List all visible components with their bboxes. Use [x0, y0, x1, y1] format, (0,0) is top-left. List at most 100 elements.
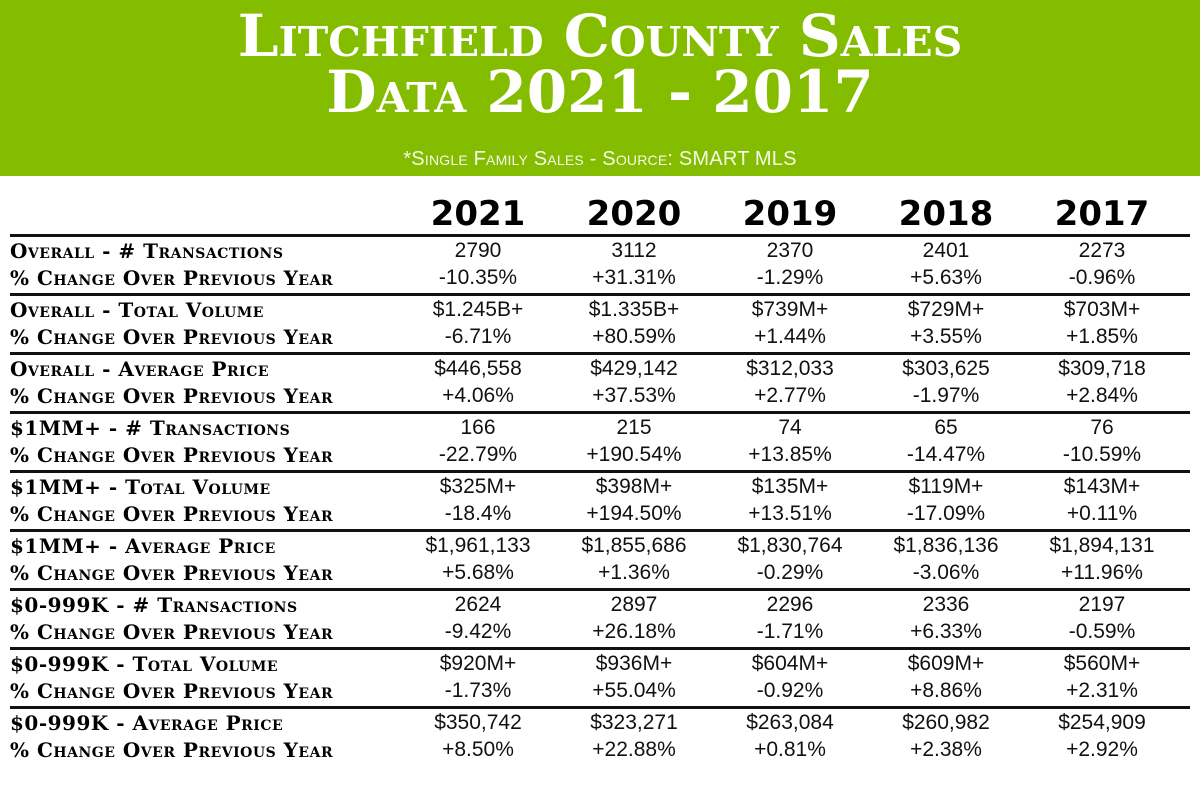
- metric-value-cell: $1,894,131: [1049, 534, 1155, 558]
- table-row-group: Overall - Average Price $446,558 $429,142 $…: [10, 352, 1190, 411]
- table-row-group: $1MM+ - Total Volume $325M+ $398M+ $135M+ $1…: [10, 470, 1190, 529]
- metric-value-cell: 2370: [766, 239, 814, 263]
- percent-change-cell: +22.88%: [592, 737, 676, 761]
- percent-change-row: % Change Over Previous Year -9.42% +26.18%…: [10, 619, 1190, 646]
- metric-value-cell: 166: [460, 416, 496, 440]
- percent-change-cell: +2.77%: [754, 383, 826, 407]
- percent-change-row: % Change Over Previous Year -1.73% +55.04%…: [10, 678, 1190, 705]
- percent-change-label: % Change Over Previous Year: [10, 442, 334, 467]
- metric-row: $0-999K - Total Volume $920M+ $936M+ $604M+…: [10, 651, 1190, 678]
- metric-value-cell: $703M+: [1063, 298, 1141, 322]
- percent-change-cell: -1.29%: [756, 265, 824, 289]
- percent-change-cell: +31.31%: [592, 265, 676, 289]
- metric-row: Overall - Average Price $446,558 $429,142 $…: [10, 356, 1190, 383]
- metric-value-cell: 2790: [454, 239, 502, 263]
- metric-value-cell: $303,625: [902, 357, 990, 381]
- metric-value-cell: 2273: [1078, 239, 1126, 263]
- metric-value-cell: $263,084: [746, 711, 834, 735]
- sales-data-table: 2021 2020 2019 2018 2017 Overall - # Tra…: [0, 176, 1200, 765]
- metric-value-cell: $1.335B+: [588, 298, 680, 322]
- page-title-line-2: Data 2021 - 2017: [326, 58, 874, 126]
- percent-change-row: % Change Over Previous Year +8.50% +22.88%…: [10, 737, 1190, 764]
- percent-change-label: % Change Over Previous Year: [10, 619, 334, 644]
- percent-change-cell: +5.68%: [442, 560, 514, 584]
- percent-change-label: % Change Over Previous Year: [10, 737, 334, 762]
- percent-change-row: % Change Over Previous Year +4.06% +37.53%…: [10, 383, 1190, 410]
- percent-change-cell: +190.54%: [586, 442, 682, 466]
- percent-change-cell: +4.06%: [442, 383, 514, 407]
- percent-change-cell: -1.71%: [756, 619, 824, 643]
- metric-value-cell: 76: [1090, 416, 1114, 440]
- metric-value-cell: $398M+: [595, 475, 673, 499]
- percent-change-cell: -17.09%: [906, 501, 986, 525]
- percent-change-cell: -14.47%: [906, 442, 986, 466]
- year-header: 2020: [586, 194, 682, 234]
- percent-change-cell: -6.71%: [444, 324, 512, 348]
- percent-change-cell: +13.51%: [748, 501, 832, 525]
- metric-row: $1MM+ - Average Price $1,961,133 $1,855,68…: [10, 533, 1190, 560]
- percent-change-cell: -0.96%: [1068, 265, 1136, 289]
- metric-label: Overall - Average Price: [10, 357, 270, 382]
- metric-row: $1MM+ - # Transactions 166 215 74 65 76: [10, 415, 1190, 442]
- percent-change-cell: +2.84%: [1066, 383, 1138, 407]
- metric-value-cell: 2296: [766, 593, 814, 617]
- percent-change-cell: +1.36%: [598, 560, 670, 584]
- page-title-line-1: Litchfield County Sales: [237, 2, 963, 70]
- metric-value-cell: $323,271: [590, 711, 678, 735]
- percent-change-row: % Change Over Previous Year +5.68% +1.36% -…: [10, 560, 1190, 587]
- percent-change-label: % Change Over Previous Year: [10, 501, 334, 526]
- metric-value-cell: 2336: [922, 593, 970, 617]
- percent-change-cell: +1.85%: [1066, 324, 1138, 348]
- percent-change-cell: +0.81%: [754, 737, 826, 761]
- year-header: 2021: [430, 194, 526, 234]
- percent-change-cell: -3.06%: [912, 560, 980, 584]
- metric-row: Overall - Total Volume $1.245B+ $1.335B+ $7…: [10, 297, 1190, 324]
- percent-change-cell: -0.29%: [756, 560, 824, 584]
- metric-row: $0-999K - # Transactions 2624 2897 2296 2336…: [10, 592, 1190, 619]
- percent-change-cell: -9.42%: [444, 619, 512, 643]
- percent-change-label: % Change Over Previous Year: [10, 265, 334, 290]
- percent-change-cell: +80.59%: [592, 324, 676, 348]
- percent-change-cell: +8.86%: [910, 678, 982, 702]
- metric-value-cell: $254,909: [1058, 711, 1146, 735]
- metric-value-cell: 2624: [454, 593, 502, 617]
- metric-value-cell: $119M+: [908, 475, 984, 499]
- percent-change-cell: +6.33%: [910, 619, 982, 643]
- percent-change-cell: -1.97%: [912, 383, 980, 407]
- percent-change-cell: +2.38%: [910, 737, 982, 761]
- metric-value-cell: 74: [778, 416, 802, 440]
- table-row-group: $1MM+ - Average Price $1,961,133 $1,855,68…: [10, 529, 1190, 588]
- year-header: 2018: [898, 194, 994, 234]
- percent-change-label: % Change Over Previous Year: [10, 324, 334, 349]
- metric-value-cell: 65: [934, 416, 958, 440]
- title-banner: Litchfield County Sales Data 2021 - 2017…: [0, 0, 1200, 176]
- metric-value-cell: $446,558: [434, 357, 522, 381]
- percent-change-label: % Change Over Previous Year: [10, 383, 334, 408]
- year-header: 2019: [742, 194, 838, 234]
- percent-change-cell: +13.85%: [748, 442, 832, 466]
- source-subtitle: *Single Family Sales - Source: SMART MLS: [403, 148, 797, 170]
- percent-change-label: % Change Over Previous Year: [10, 560, 334, 585]
- metric-value-cell: 3112: [611, 239, 657, 263]
- metric-value-cell: $325M+: [439, 475, 517, 499]
- table-row-group: Overall - # Transactions 2790 3112 2370 2401…: [10, 234, 1190, 293]
- percent-change-row: % Change Over Previous Year -18.4% +194.50…: [10, 501, 1190, 528]
- metric-label: $1MM+ - Average Price: [10, 534, 276, 559]
- percent-change-cell: +3.55%: [910, 324, 982, 348]
- metric-row: $1MM+ - Total Volume $325M+ $398M+ $135M+ $1…: [10, 474, 1190, 501]
- percent-change-cell: +5.63%: [910, 265, 982, 289]
- metric-label: $0-999K - Average Price: [10, 711, 284, 736]
- percent-change-cell: +55.04%: [592, 678, 676, 702]
- metric-label: $0-999K - # Transactions: [10, 593, 298, 618]
- metric-label: Overall - # Transactions: [10, 239, 284, 264]
- metric-value-cell: $560M+: [1063, 652, 1141, 676]
- metric-value-cell: $350,742: [434, 711, 522, 735]
- percent-change-cell: +194.50%: [586, 501, 682, 525]
- percent-change-cell: +11.96%: [1061, 560, 1143, 584]
- metric-label: Overall - Total Volume: [10, 298, 264, 323]
- percent-change-cell: -0.92%: [756, 678, 824, 702]
- metric-value-cell: 2401: [922, 239, 970, 263]
- metric-value-cell: $135M+: [751, 475, 829, 499]
- metric-value-cell: $1,855,686: [581, 534, 687, 558]
- metric-value-cell: $936M+: [595, 652, 673, 676]
